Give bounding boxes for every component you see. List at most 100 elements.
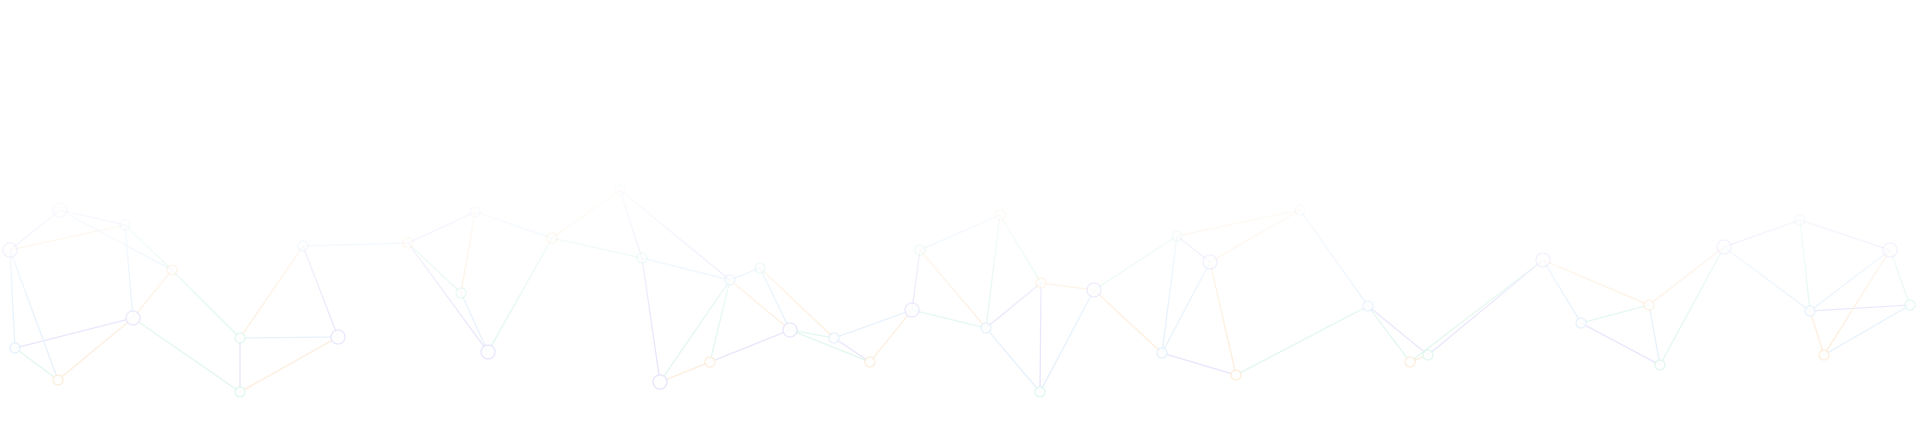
network-edge xyxy=(729,279,791,331)
network-edge xyxy=(1409,259,1544,363)
network-edge xyxy=(1823,249,1891,356)
network-edge xyxy=(1799,219,1891,251)
network-node xyxy=(1294,204,1306,216)
network-node xyxy=(480,344,496,360)
network-edge xyxy=(551,189,621,239)
network-node xyxy=(864,356,876,368)
network-edge xyxy=(919,249,987,329)
network-edge xyxy=(999,214,1042,284)
network-edge xyxy=(1799,219,1811,312)
network-edge xyxy=(9,249,16,349)
network-edge xyxy=(59,209,126,226)
network-edge xyxy=(132,269,173,319)
network-edge xyxy=(1823,304,1911,356)
network-edge xyxy=(619,189,643,259)
network-edges xyxy=(9,189,1911,393)
network-node xyxy=(119,219,131,231)
network-edge xyxy=(407,211,476,244)
network-node xyxy=(636,252,648,264)
network-node xyxy=(166,264,178,276)
network-edge xyxy=(1161,261,1211,354)
network-node xyxy=(330,329,346,345)
network-node xyxy=(904,302,920,318)
network-edge xyxy=(1542,259,1582,324)
network-node xyxy=(614,184,626,196)
network-edge xyxy=(641,257,731,281)
network-edge xyxy=(239,336,339,339)
network-edge xyxy=(659,361,711,383)
network-edge xyxy=(659,279,731,383)
network-node xyxy=(1794,214,1806,226)
network-node xyxy=(914,244,926,256)
network-node xyxy=(754,262,766,274)
network-edge xyxy=(1809,249,1891,312)
network-edge xyxy=(302,242,409,247)
network-node xyxy=(704,356,716,368)
network-edge xyxy=(911,309,987,329)
network-edge xyxy=(9,249,59,381)
network-edge xyxy=(407,242,462,294)
network-node xyxy=(980,322,992,334)
network-edge xyxy=(239,336,339,393)
network-edge xyxy=(1542,259,1650,306)
network-edge xyxy=(985,282,1042,329)
network-node xyxy=(1422,349,1434,361)
network-edge xyxy=(124,224,173,271)
network-edge xyxy=(1040,282,1095,291)
network-node xyxy=(455,287,467,299)
network-edge xyxy=(132,317,241,393)
network-node xyxy=(1654,359,1666,371)
network-node xyxy=(234,332,246,344)
network-edge xyxy=(124,224,134,319)
network-node xyxy=(1804,305,1816,317)
network-edge xyxy=(759,267,835,339)
network-edge xyxy=(1039,289,1095,393)
network-edge xyxy=(619,189,731,281)
network-node xyxy=(469,206,481,218)
network-edge xyxy=(1723,246,1811,312)
network-edge xyxy=(709,329,791,363)
network-node xyxy=(1882,242,1898,258)
network-node xyxy=(1643,299,1655,311)
network-node xyxy=(125,310,141,326)
network-edge xyxy=(1209,209,1301,263)
network-node xyxy=(9,342,21,354)
network-edge xyxy=(1161,352,1237,376)
network-edge xyxy=(59,209,173,271)
network-node xyxy=(1404,356,1416,368)
network-node xyxy=(1034,386,1046,398)
network-edge xyxy=(460,292,489,353)
network-edge xyxy=(911,249,921,311)
network-node xyxy=(52,202,68,218)
network-edge xyxy=(302,245,339,338)
network-edge xyxy=(869,309,913,363)
network-edge xyxy=(641,257,661,383)
network-edge xyxy=(407,242,489,353)
network-node xyxy=(1904,299,1916,311)
network-edge xyxy=(1889,249,1911,306)
network-node xyxy=(994,209,1006,221)
network-edge xyxy=(1299,209,1369,307)
network-node xyxy=(1202,254,1218,270)
network-edge xyxy=(1809,310,1825,356)
network-edge xyxy=(1039,282,1042,393)
network-edge xyxy=(789,329,871,363)
network-edge xyxy=(1161,235,1178,354)
network-edge xyxy=(919,214,1001,251)
network-edge xyxy=(1209,261,1237,376)
network-node xyxy=(234,386,246,398)
network-edge xyxy=(239,245,304,339)
network-node xyxy=(724,274,736,286)
network-edge xyxy=(1093,289,1163,354)
network-edge xyxy=(1809,304,1911,312)
network-node xyxy=(1818,349,1830,361)
network-edge xyxy=(1580,322,1661,366)
network-edge xyxy=(833,309,913,339)
network-node xyxy=(828,332,840,344)
network-node xyxy=(546,232,558,244)
network-edge xyxy=(1648,246,1725,306)
network-node xyxy=(1535,252,1551,268)
network-edge xyxy=(487,237,553,353)
network-edge xyxy=(9,209,61,251)
